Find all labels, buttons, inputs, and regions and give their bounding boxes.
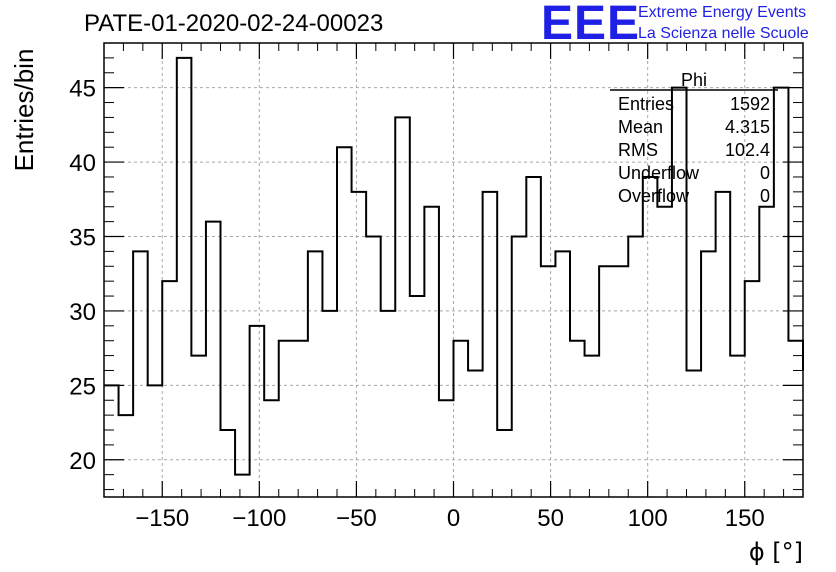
- histogram-series-line: [104, 56, 804, 476]
- x-tick-label: 50: [537, 505, 564, 532]
- stats-rows: Entries 1592 Mean 4.315 RMS 102.4 Underflow 0 Ov…: [618, 94, 770, 206]
- y-tick-label: 25: [69, 373, 96, 400]
- stats-row-value: 4.315: [725, 117, 770, 137]
- tick-labels: −150 −100 −50 0 50 100 150 20 25 30 35 40 45: [69, 76, 764, 532]
- stats-row-value: 0: [760, 186, 770, 206]
- axis-ticks: [104, 43, 803, 497]
- x-tick-label: 100: [628, 505, 668, 532]
- stats-row-label: Overflow: [618, 186, 690, 206]
- stats-row-label: Mean: [618, 117, 663, 137]
- y-tick-label: 30: [69, 299, 96, 326]
- stats-row-label: Underflow: [618, 163, 700, 183]
- y-tick-label: 35: [69, 225, 96, 252]
- plot-frame: [103, 42, 804, 498]
- eee-logo: EEE: [541, 0, 641, 50]
- stats-box: Phi Entries 1592 Mean 4.315 RMS 102.4 Underflo…: [610, 70, 778, 206]
- y-tick-label: 20: [69, 448, 96, 475]
- stats-row-label: Entries: [618, 94, 674, 114]
- stats-row-value: 1592: [730, 94, 770, 114]
- stats-row-value: 0: [760, 163, 770, 183]
- stats-row-label: RMS: [618, 140, 658, 160]
- x-tick-label: 150: [725, 505, 765, 532]
- x-tick-label: −50: [336, 505, 377, 532]
- grid: [104, 43, 803, 497]
- y-tick-label: 45: [69, 76, 96, 103]
- y-tick-label: 40: [69, 150, 96, 177]
- stats-row-value: 102.4: [725, 140, 770, 160]
- y-axis-label: Entries/bin: [9, 49, 39, 172]
- x-axis-label: ϕ [°]: [749, 538, 803, 566]
- eee-logo-line1: Extreme Energy Events: [638, 4, 807, 21]
- x-tick-label: 0: [447, 505, 460, 532]
- x-tick-label: −150: [135, 505, 189, 532]
- eee-logo-line2: La Scienza nelle Scuole: [638, 25, 809, 42]
- x-tick-label: −100: [232, 505, 286, 532]
- stats-title: Phi: [681, 70, 707, 90]
- plot-title: PATE-01-2020-02-24-00023: [84, 10, 384, 37]
